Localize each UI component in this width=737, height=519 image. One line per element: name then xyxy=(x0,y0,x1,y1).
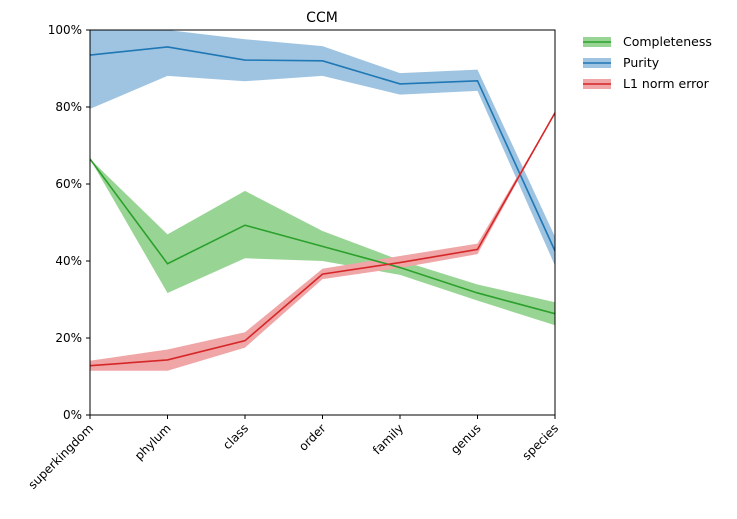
legend: Completeness Purity L1 norm error xyxy=(583,34,712,91)
band-purity xyxy=(90,30,555,266)
legend-item: Completeness xyxy=(583,34,712,49)
y-tick-label: 100% xyxy=(48,23,82,37)
y-tick-label: 60% xyxy=(55,177,82,191)
x-tick-label: order xyxy=(296,421,329,454)
y-tick-label: 0% xyxy=(63,408,82,422)
y-axis: 0% 20% 40% 60% 80% 100% xyxy=(48,23,90,422)
x-tick-label: superkingdom xyxy=(25,421,96,492)
legend-item: L1 norm error xyxy=(583,76,710,91)
legend-label: L1 norm error xyxy=(623,76,710,91)
y-tick-label: 20% xyxy=(55,331,82,345)
line-l1-norm-error xyxy=(90,112,555,367)
x-axis: superkingdom phylum class order family genus s… xyxy=(25,415,561,492)
series-lines xyxy=(90,46,555,367)
x-tick-label: family xyxy=(370,421,406,457)
legend-label: Purity xyxy=(623,55,660,70)
legend-label: Completeness xyxy=(623,34,712,49)
band-completeness xyxy=(90,158,555,326)
y-tick-label: 40% xyxy=(55,254,82,268)
x-tick-label: class xyxy=(220,421,251,452)
line-completeness xyxy=(90,158,555,315)
x-tick-label: genus xyxy=(448,421,484,457)
y-tick-label: 80% xyxy=(55,100,82,114)
x-tick-label: species xyxy=(520,421,562,463)
line-purity xyxy=(90,46,555,252)
x-tick-label: phylum xyxy=(132,421,174,463)
chart-title: CCM xyxy=(306,10,338,26)
legend-item: Purity xyxy=(583,55,660,70)
confidence-bands xyxy=(90,30,555,371)
